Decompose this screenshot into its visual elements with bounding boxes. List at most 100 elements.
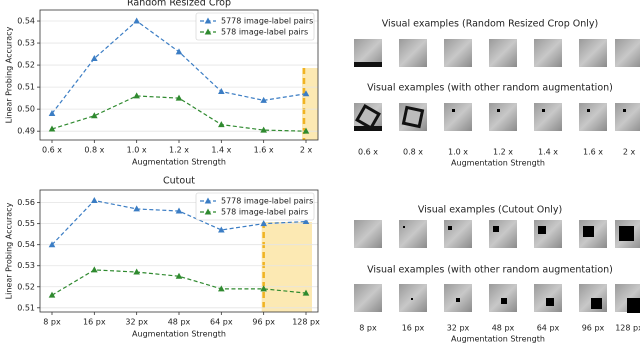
x-tick-label: 1.4 x [211, 146, 231, 155]
row-title: Visual examples (Cutout Only) [418, 205, 562, 216]
cut [411, 298, 413, 300]
thumbnail [444, 103, 472, 131]
legend-marker [204, 17, 212, 24]
example-label: 0.6 x [358, 148, 378, 157]
y-tick-label: 0.54 [17, 240, 35, 249]
example-label: 48 px [492, 324, 515, 333]
marker [48, 291, 56, 298]
thumbnail [399, 220, 427, 248]
x-tick-label: 8 px [43, 318, 61, 327]
thumbnail [534, 39, 562, 67]
x-tick-label: 1.0 x [127, 146, 147, 155]
marker [91, 112, 98, 119]
marker [218, 88, 225, 95]
cut [403, 226, 405, 228]
marker [175, 207, 183, 214]
marker [48, 110, 56, 117]
marker [91, 54, 98, 61]
marker [260, 220, 267, 227]
y-tick-label: 0.56 [17, 198, 35, 207]
y-axis-label: Linear Probing Accuracy [5, 26, 14, 123]
highlight-region [261, 222, 312, 312]
x-tick-label: 1.6 x [254, 146, 274, 155]
thumbnail [489, 103, 517, 131]
cut [452, 109, 455, 112]
cut [583, 226, 594, 237]
chart-title: Random Resized Crop [127, 0, 231, 9]
x-tick-label: 0.6 x [42, 146, 62, 155]
thumbnail [534, 103, 562, 131]
legend-marker [204, 208, 212, 215]
x-tick-label: 2 x [300, 146, 313, 155]
thumbnail [579, 39, 607, 67]
marker [91, 266, 98, 273]
thumbnail [444, 220, 472, 248]
marker [48, 241, 56, 248]
legend-label: 5778 image-label pairs [221, 197, 313, 206]
black-border [354, 62, 382, 67]
series-line [51, 95, 307, 132]
y-tick-label: 0.52 [17, 61, 35, 70]
x-tick-label: 1.2 x [169, 146, 189, 155]
marker [175, 48, 183, 55]
cut [619, 226, 634, 241]
example-label: 8 px [359, 324, 377, 333]
example-label: 1.6 x [583, 148, 603, 157]
plot-frame [39, 9, 319, 141]
thumbnail [444, 39, 472, 67]
marker [302, 218, 310, 225]
marker [133, 92, 140, 99]
legend-marker [204, 197, 212, 204]
marker [260, 126, 267, 133]
example-label: 1.4 x [538, 148, 558, 157]
marker [48, 125, 56, 132]
legend-label: 5778 image-label pairs [221, 17, 313, 26]
cut [497, 109, 500, 112]
x-tick-label: 128 px [292, 318, 320, 327]
example-axis-label: Augmentation Strength [451, 159, 545, 168]
cut [538, 226, 546, 234]
example-label: 0.8 x [403, 148, 423, 157]
marker [302, 289, 310, 296]
cut [591, 298, 602, 309]
legend-marker [204, 28, 212, 35]
cut [456, 298, 460, 302]
example-label: 96 px [582, 324, 605, 333]
cut [448, 226, 452, 230]
x-tick-label: 48 px [168, 318, 191, 327]
marker [175, 94, 183, 101]
marker [133, 17, 140, 24]
y-tick-label: 0.51 [17, 303, 35, 312]
marker [218, 226, 225, 233]
plot-frame [39, 189, 319, 313]
marker [133, 268, 140, 275]
row-title: Visual examples (with other random augme… [367, 83, 613, 94]
y-tick-label: 0.49 [17, 127, 35, 136]
thumbnail [489, 39, 517, 67]
legend [195, 192, 315, 221]
marker [260, 96, 267, 103]
legend [195, 12, 315, 41]
example-label: 1.2 x [493, 148, 513, 157]
example-label: 64 px [537, 324, 560, 333]
y-tick-label: 0.55 [17, 219, 35, 228]
cut [623, 109, 626, 112]
cut [587, 109, 590, 112]
legend-label: 578 image-label pairs [221, 28, 308, 37]
thumbnail [354, 284, 382, 312]
x-tick-label: 96 px [252, 318, 275, 327]
legend-label: 578 image-label pairs [221, 208, 308, 217]
x-axis-label: Augmentation Strength [132, 158, 226, 167]
cut [627, 298, 640, 313]
y-tick-label: 0.52 [17, 282, 35, 291]
thumbnail [579, 103, 607, 131]
y-axis-label: Linear Probing Accuracy [5, 202, 14, 299]
x-tick-label: 64 px [210, 318, 233, 327]
thumbnail [354, 220, 382, 248]
x-tick-label: 16 px [83, 318, 106, 327]
cut [546, 298, 554, 306]
cut [542, 109, 545, 112]
marker [133, 205, 140, 212]
example-label: 128 px [615, 324, 640, 333]
